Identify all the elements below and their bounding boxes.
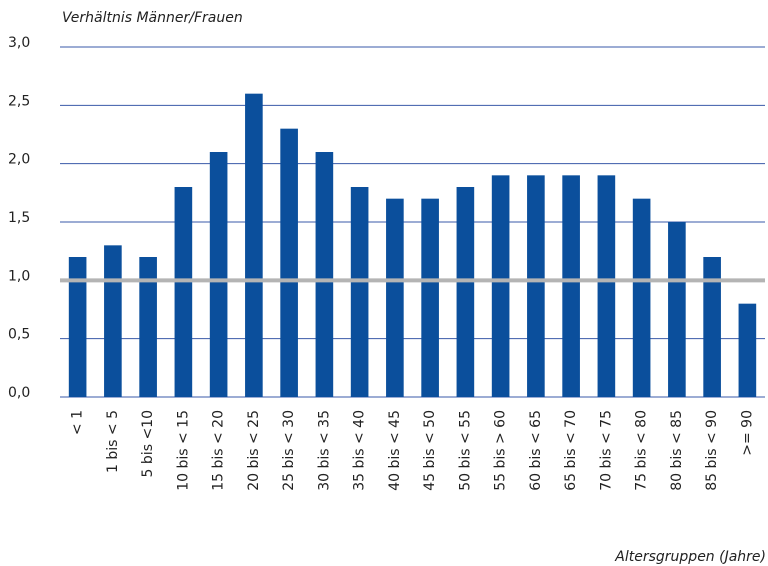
x-axis-title: Altersgruppen (Jahre) xyxy=(614,549,766,565)
bar xyxy=(597,175,616,397)
bar xyxy=(280,128,298,397)
y-tick-label: 1,0 xyxy=(8,268,30,284)
x-tick-label: 75 bis < 80 xyxy=(634,410,650,491)
bar xyxy=(562,175,580,397)
bar xyxy=(139,257,157,397)
x-tick-label: 50 bis < 55 xyxy=(457,410,473,491)
y-tick-label: 1,5 xyxy=(8,210,30,226)
x-tick-label: 10 bis < 15 xyxy=(175,410,191,491)
y-tick-label: 3,0 xyxy=(8,35,30,51)
bar xyxy=(421,198,439,397)
bar xyxy=(68,257,87,397)
x-tick-label: 40 bis < 45 xyxy=(387,410,403,491)
x-tick-label: 15 bis < 20 xyxy=(211,410,227,491)
x-tick-label: 25 bis < 30 xyxy=(281,410,297,491)
y-tick-label: 2,5 xyxy=(8,93,30,109)
x-tick-label: 60 bis < 65 xyxy=(528,410,544,491)
bar xyxy=(527,175,545,397)
bar xyxy=(386,198,404,397)
x-tick-label: 35 bis < 40 xyxy=(352,410,368,491)
x-tick-label: 70 bis < 75 xyxy=(598,410,614,491)
x-tick-label: 65 bis < 70 xyxy=(563,410,579,491)
bar xyxy=(456,187,475,397)
x-tick-label: >= 90 xyxy=(739,410,755,456)
y-tick-label: 0,5 xyxy=(8,327,30,343)
y-axis-title: Verhältnis Männer/Frauen xyxy=(62,10,243,26)
bar xyxy=(245,93,263,398)
bar xyxy=(491,175,510,397)
bar xyxy=(174,187,193,397)
bar xyxy=(738,303,757,397)
bar xyxy=(668,222,686,397)
bar xyxy=(632,198,651,397)
x-tick-label: < 1 xyxy=(70,410,86,435)
x-tick-label: 1 bis < 5 xyxy=(105,410,121,473)
x-tick-label: 20 bis < 25 xyxy=(246,410,262,491)
bar xyxy=(209,152,228,397)
x-tick-label: 5 bis <10 xyxy=(140,410,156,477)
x-tick-label: 55 bis > 60 xyxy=(493,410,509,491)
bar xyxy=(350,187,369,397)
bar xyxy=(315,152,334,397)
x-tick-label: 85 bis < 90 xyxy=(704,410,720,491)
bar xyxy=(104,245,122,397)
y-tick-label: 2,0 xyxy=(8,152,30,168)
x-tick-label: 45 bis < 50 xyxy=(422,410,438,491)
x-tick-label: 80 bis < 85 xyxy=(669,410,685,491)
x-tick-label: 30 bis < 35 xyxy=(316,410,332,491)
bar xyxy=(703,257,721,397)
y-tick-label: 0,0 xyxy=(8,385,30,401)
